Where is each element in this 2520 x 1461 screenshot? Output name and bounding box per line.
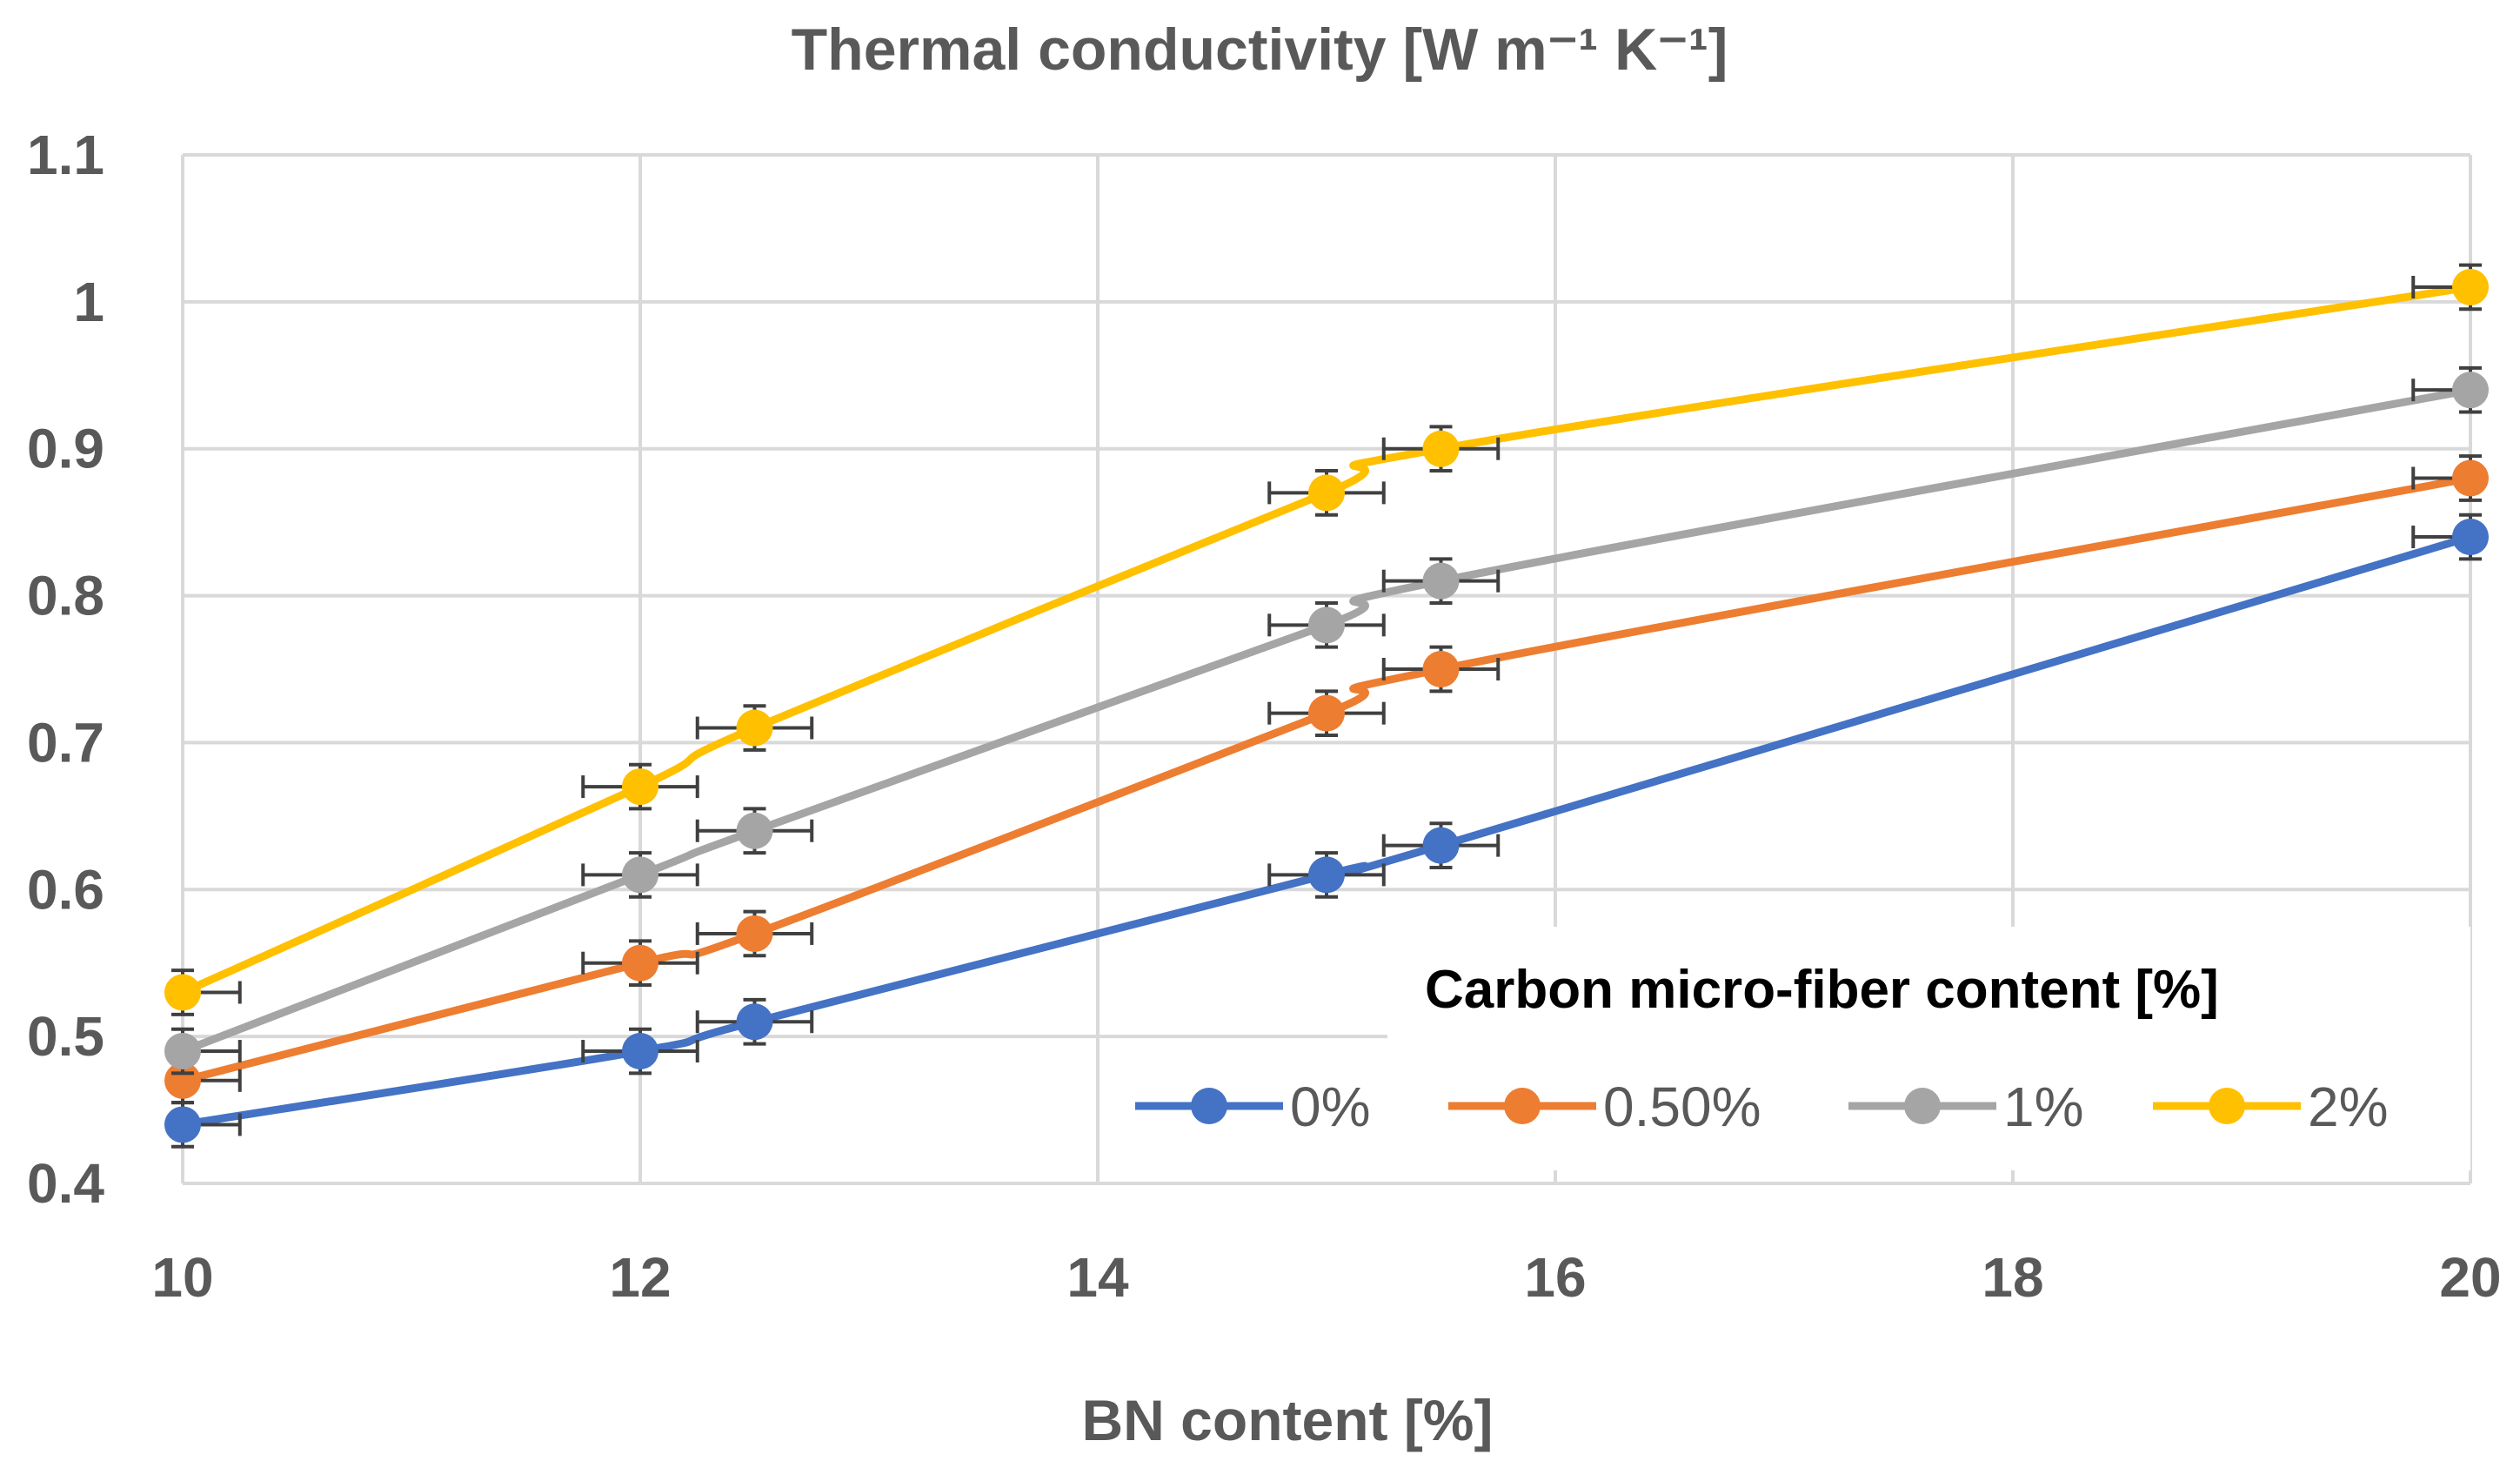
legend-item-0-50pct: 0.50%: [1448, 1076, 1761, 1138]
data-point-0-50pct: [2452, 459, 2489, 497]
x-tick-label: 10: [151, 1246, 213, 1309]
x-tick-label: 18: [1982, 1246, 2043, 1309]
y-tick-label: 0.7: [27, 711, 104, 774]
data-point-2pct: [736, 709, 773, 747]
data-point-2pct: [622, 768, 658, 806]
data-point-0-50pct: [1422, 651, 1460, 687]
y-tick-label: 0.8: [27, 565, 104, 627]
data-point-0pct: [1308, 856, 1345, 894]
data-point-1pct: [164, 1033, 201, 1070]
series-line-0-50pct: [181, 474, 2471, 1085]
legend-items: 0% 0.50% 1% 2%: [1135, 1076, 2389, 1138]
data-point-0pct: [2452, 519, 2489, 556]
data-point-1pct: [2452, 372, 2489, 409]
series-2pct: [164, 263, 2489, 1016]
x-tick-label: 20: [2439, 1246, 2501, 1309]
data-point-0-50pct: [1308, 694, 1345, 732]
series-0pct: [164, 513, 2489, 1149]
data-point-0pct: [736, 1003, 773, 1041]
x-tick-label: 14: [1066, 1246, 1129, 1309]
data-point-1pct: [622, 856, 658, 894]
series-line-2pct: [181, 283, 2471, 996]
legend-label: 0.50%: [1603, 1076, 1761, 1138]
legend-label: 1%: [2003, 1076, 2084, 1138]
data-point-0pct: [1422, 827, 1460, 864]
data-point-2pct: [1308, 474, 1345, 512]
legend-swatch-marker: [1904, 1088, 1941, 1124]
y-tick-label: 1.1: [27, 124, 104, 186]
x-axis-label: BN content [%]: [1082, 1388, 1494, 1452]
legend-swatch-marker: [2209, 1088, 2245, 1124]
legend-item-1pct: 1%: [1848, 1076, 2084, 1138]
data-point-0pct: [622, 1033, 658, 1070]
chart-title: Thermal conductivity [W m⁻¹ K⁻¹]: [792, 17, 1728, 83]
legend-background: [1387, 927, 2470, 1170]
series-1pct: [164, 365, 2489, 1076]
data-point-1pct: [1308, 607, 1345, 644]
legend-swatch-marker: [1191, 1088, 1227, 1124]
data-point-2pct: [1422, 430, 1460, 467]
y-tick-label: 0.9: [27, 418, 104, 480]
data-point-0-50pct: [164, 1062, 201, 1099]
legend-title: Carbon micro-fiber content [%]: [1425, 960, 2219, 1020]
y-tick-label: 1: [73, 271, 104, 333]
series-line-0pct: [182, 533, 2472, 1129]
data-point-1pct: [1422, 562, 1460, 600]
data-point-0-50pct: [622, 944, 658, 982]
series-0-50pct: [164, 454, 2489, 1105]
legend-swatch-marker: [1504, 1088, 1541, 1124]
data-point-0-50pct: [736, 915, 773, 952]
legend-label: 0%: [1290, 1076, 1371, 1138]
legend-item-0pct: 0%: [1135, 1076, 1371, 1138]
legend-item-2pct: 2%: [2153, 1076, 2389, 1138]
data-point-0pct: [164, 1106, 201, 1143]
data-point-2pct: [164, 974, 201, 1011]
x-axis-ticks: 10 12 14 16 18 20: [151, 1246, 2501, 1309]
data-point-2pct: [2452, 268, 2489, 305]
series-group: [164, 263, 2489, 1149]
y-tick-label: 0.5: [27, 1005, 104, 1068]
x-tick-label: 12: [609, 1246, 671, 1309]
x-tick-label: 16: [1524, 1246, 1586, 1309]
legend: Carbon micro-fiber content [%] 0% 0.50% 1%…: [1135, 927, 2470, 1170]
y-tick-label: 0.6: [27, 858, 104, 921]
y-axis-ticks: 0.4 0.5 0.6 0.7 0.8 0.9 1 1.1: [27, 124, 104, 1215]
legend-label: 2%: [2308, 1076, 2389, 1138]
series-line-1pct: [181, 385, 2471, 1056]
y-tick-label: 0.4: [27, 1152, 104, 1215]
data-point-1pct: [736, 812, 773, 849]
